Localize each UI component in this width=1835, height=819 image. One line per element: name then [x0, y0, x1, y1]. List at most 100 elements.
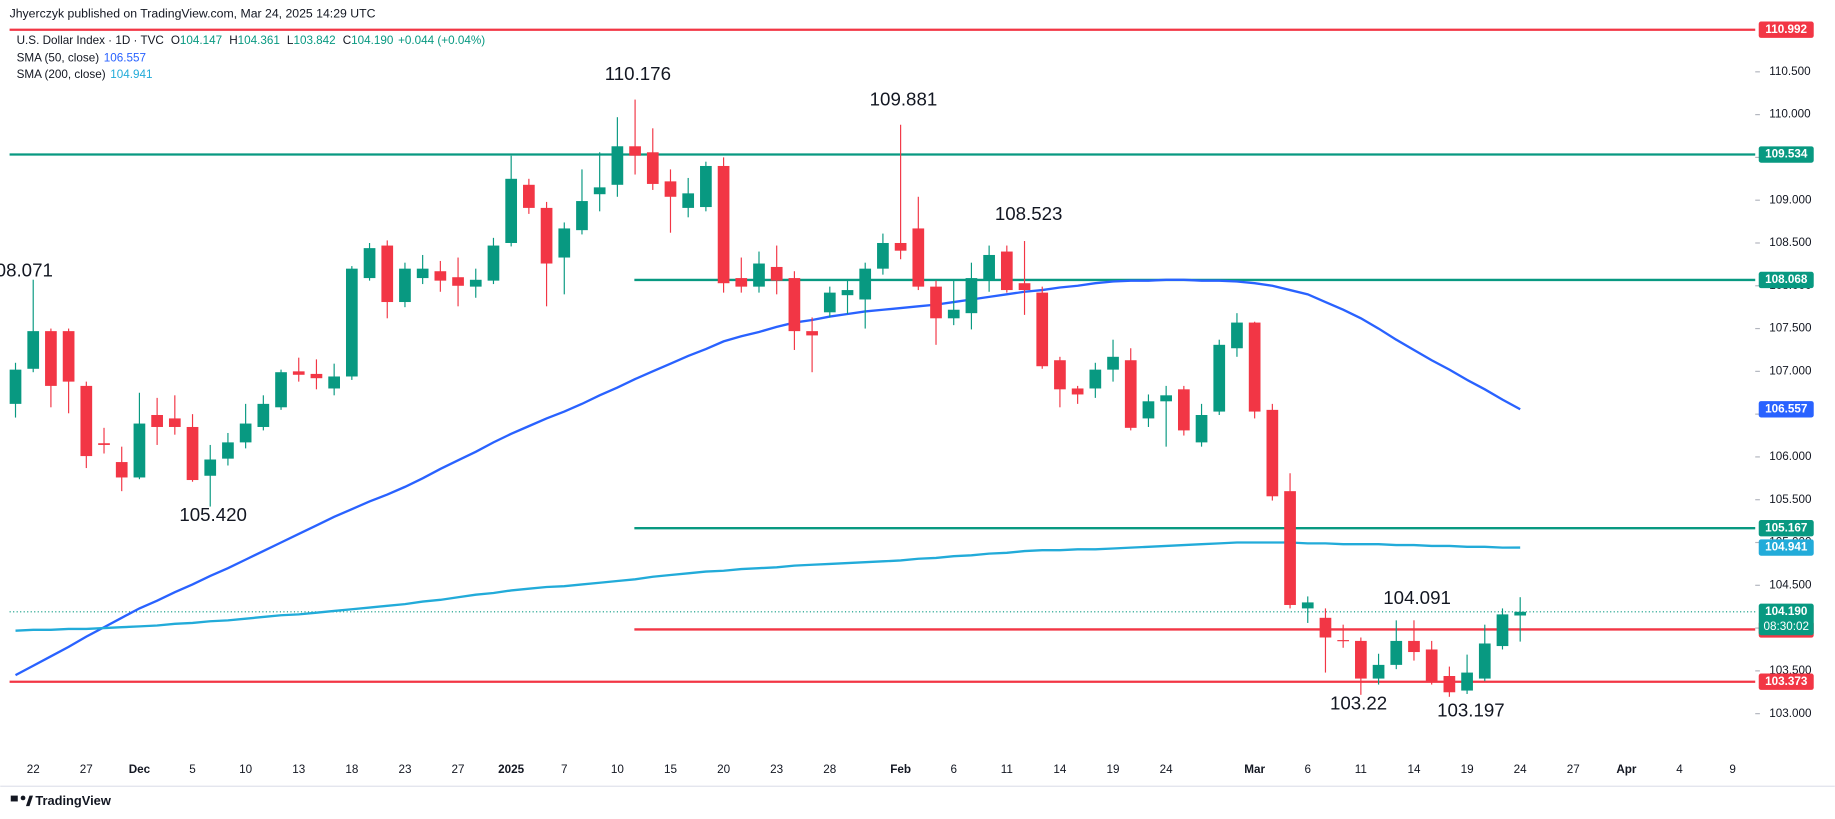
- level-badge: 103.373: [1758, 673, 1814, 690]
- x-tick-label: 6: [1305, 763, 1312, 776]
- ohlc-key: L: [287, 34, 294, 47]
- y-tick-label: 110.000: [1769, 108, 1811, 121]
- candle-body: [611, 146, 624, 185]
- candle-body: [168, 418, 181, 427]
- candle-body: [646, 152, 659, 184]
- ohlc-value: 104.361: [238, 34, 280, 47]
- x-tick-label: 10: [239, 763, 253, 776]
- candle-body: [1461, 672, 1473, 691]
- candle-body: [894, 242, 907, 251]
- sma-value: 104.941: [110, 68, 152, 81]
- x-tick-label: 22: [27, 763, 40, 776]
- candle-body: [682, 193, 695, 208]
- x-tick-label: 27: [80, 763, 93, 776]
- candle-body: [1266, 409, 1279, 497]
- candle-body: [487, 245, 500, 281]
- x-tick-label: 14: [1053, 763, 1067, 776]
- candle-body: [434, 271, 447, 281]
- candle-body: [345, 268, 358, 377]
- candle-body: [841, 290, 854, 296]
- level-badge-box: [1758, 21, 1814, 38]
- candle-body: [576, 201, 588, 231]
- candle-body: [629, 146, 641, 156]
- legend-sma: SMA (50, close) 106.557: [17, 52, 146, 65]
- candle-body: [363, 248, 376, 279]
- candle-body: [186, 426, 199, 481]
- candle-body: [1054, 360, 1066, 390]
- candle-body: [1018, 283, 1031, 291]
- candle-body: [98, 443, 110, 445]
- candle-body: [27, 331, 40, 369]
- footer-brand: TradingView: [35, 793, 112, 808]
- candle-body: [292, 371, 305, 375]
- x-tick-label: 20: [717, 763, 731, 776]
- candle-body: [523, 184, 535, 208]
- candle-body: [1231, 322, 1243, 349]
- level-badge-text: 105.167: [1765, 521, 1807, 534]
- candle-body: [115, 462, 128, 478]
- x-tick-label: 23: [770, 763, 783, 776]
- logo-mark: [10, 795, 18, 802]
- candle-body: [1496, 614, 1509, 647]
- candle-body: [505, 178, 518, 243]
- x-tick-label: 2025: [498, 763, 525, 776]
- candle-body: [62, 331, 75, 382]
- candle-body: [806, 331, 818, 336]
- x-tick-label: Apr: [1616, 763, 1637, 776]
- sma-name: SMA (50, close): [17, 52, 100, 65]
- annotation: 103.22: [1330, 692, 1387, 713]
- candle-body: [540, 207, 553, 264]
- ohlc-value: 103.842: [293, 34, 335, 47]
- annotation: 103.197: [1437, 699, 1505, 720]
- x-tick-label: 19: [1107, 763, 1120, 776]
- candle-body: [239, 423, 252, 443]
- y-tick-label: 106.000: [1769, 450, 1812, 463]
- candle-body: [222, 442, 234, 459]
- candle-body: [859, 268, 872, 300]
- y-tick-label: 107.500: [1769, 322, 1812, 335]
- candle-body: [1000, 251, 1013, 291]
- x-tick-label: 9: [1729, 763, 1736, 776]
- level-badge-text: 109.534: [1765, 148, 1808, 161]
- level-badge-box: [1758, 271, 1814, 289]
- candle-body: [877, 242, 889, 269]
- price-badge: 104.190 08:30:02: [1758, 603, 1814, 636]
- sma-badge-text: 106.557: [1765, 402, 1807, 415]
- x-tick-label: 14: [1407, 763, 1421, 776]
- y-tick-label: 104.500: [1769, 578, 1812, 591]
- level-badge-text: 108.068: [1765, 273, 1808, 286]
- sma-badge: 106.557: [1758, 401, 1814, 418]
- level-badge-box: [1758, 146, 1814, 163]
- candle-body: [381, 245, 394, 303]
- x-tick-label: 13: [292, 763, 305, 776]
- sma-badge-box: [1758, 539, 1814, 556]
- x-tick-label: 10: [611, 763, 625, 776]
- x-tick-label: 23: [398, 763, 411, 776]
- sma-name: SMA (200, close): [17, 68, 106, 81]
- candle-body: [1195, 414, 1208, 443]
- annotation: 109.881: [870, 89, 938, 110]
- candle-body: [558, 228, 571, 258]
- candle-body: [1071, 388, 1084, 395]
- sma-line: [14, 278, 1521, 677]
- ohlc-key: H: [229, 34, 237, 47]
- candle-body: [1089, 369, 1102, 389]
- x-tick-label: 11: [1355, 763, 1367, 776]
- x-tick-label: 27: [1567, 763, 1580, 776]
- y-tick-label: 109.000: [1769, 193, 1812, 206]
- x-tick-label: 6: [950, 763, 957, 776]
- candle-body: [1337, 640, 1350, 642]
- candle-body: [593, 187, 606, 195]
- candle-body: [753, 263, 765, 287]
- candle-body: [399, 268, 411, 303]
- x-tick-label: 4: [1676, 763, 1683, 776]
- annotation: 105.420: [179, 504, 247, 525]
- candle-body: [151, 414, 163, 427]
- sma-value: 106.557: [104, 52, 146, 65]
- logo-mark: [25, 795, 33, 807]
- price-badge-box: [1758, 603, 1814, 636]
- candle-body: [45, 331, 57, 386]
- x-tick-label: Mar: [1244, 763, 1265, 776]
- x-tick-label: 18: [345, 763, 358, 776]
